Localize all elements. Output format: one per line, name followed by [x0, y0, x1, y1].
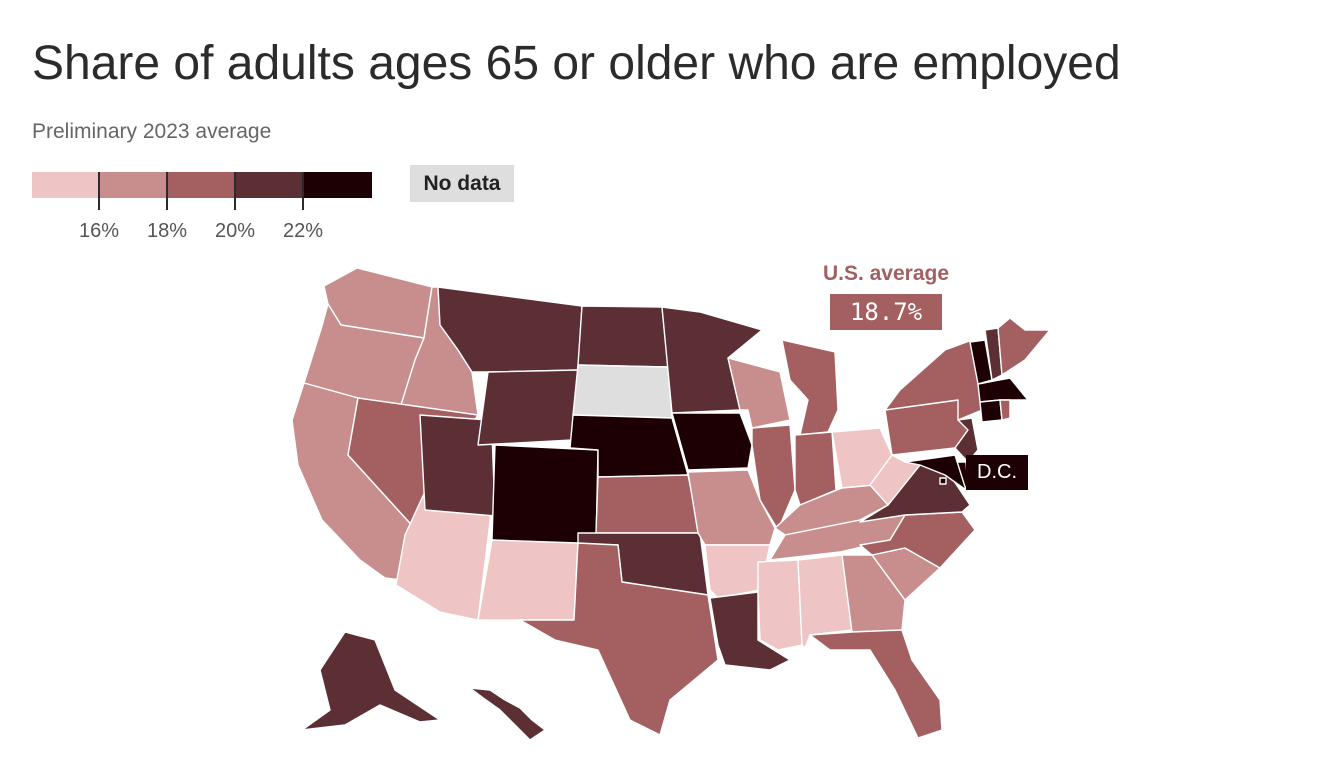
state-nc — [859, 511, 976, 569]
state-mi — [781, 339, 839, 436]
legend-tick-label: 20% — [214, 220, 256, 242]
state-sd — [572, 364, 673, 419]
state-ga — [841, 554, 906, 633]
state-ia — [671, 412, 753, 471]
state-ct — [979, 399, 1003, 423]
legend-tick — [302, 172, 304, 210]
state-me — [997, 317, 1051, 376]
state-nd — [577, 305, 669, 368]
chart-title: Share of adults ages 65 or older who are… — [32, 37, 1121, 90]
state-wy — [477, 369, 579, 446]
legend-tick — [166, 172, 168, 210]
state-co — [491, 444, 599, 546]
chart-subtitle: Preliminary 2023 average — [32, 120, 272, 143]
legend-tick-label: 18% — [146, 220, 188, 242]
state-fl — [809, 629, 943, 739]
state-mo — [687, 469, 776, 546]
legend-swatch-2 — [100, 172, 168, 198]
state-tx — [519, 542, 719, 736]
legend-tick-label: 22% — [282, 220, 324, 242]
legend-swatch-5 — [304, 172, 372, 198]
state-ks — [595, 474, 701, 534]
state-hi — [461, 681, 546, 741]
no-data-legend: No data — [410, 165, 514, 202]
legend-tick — [234, 172, 236, 210]
legend-tick-label: 16% — [78, 220, 120, 242]
legend-swatch-4 — [236, 172, 304, 198]
legend-tick — [98, 172, 100, 210]
us-average-label: U.S. average — [822, 262, 950, 285]
legend-swatch-1 — [32, 172, 100, 198]
state-ms — [757, 559, 803, 651]
dc-label: D.C. — [966, 455, 1028, 490]
state-ak — [301, 631, 441, 731]
state-ma — [977, 377, 1029, 403]
legend-swatch-3 — [168, 172, 236, 198]
state-nm — [477, 539, 579, 621]
state-ny — [884, 339, 983, 421]
us-average-value: 18.7% — [830, 294, 942, 330]
state-dc — [939, 477, 947, 485]
state-md — [904, 454, 967, 491]
state-ri — [999, 399, 1011, 421]
